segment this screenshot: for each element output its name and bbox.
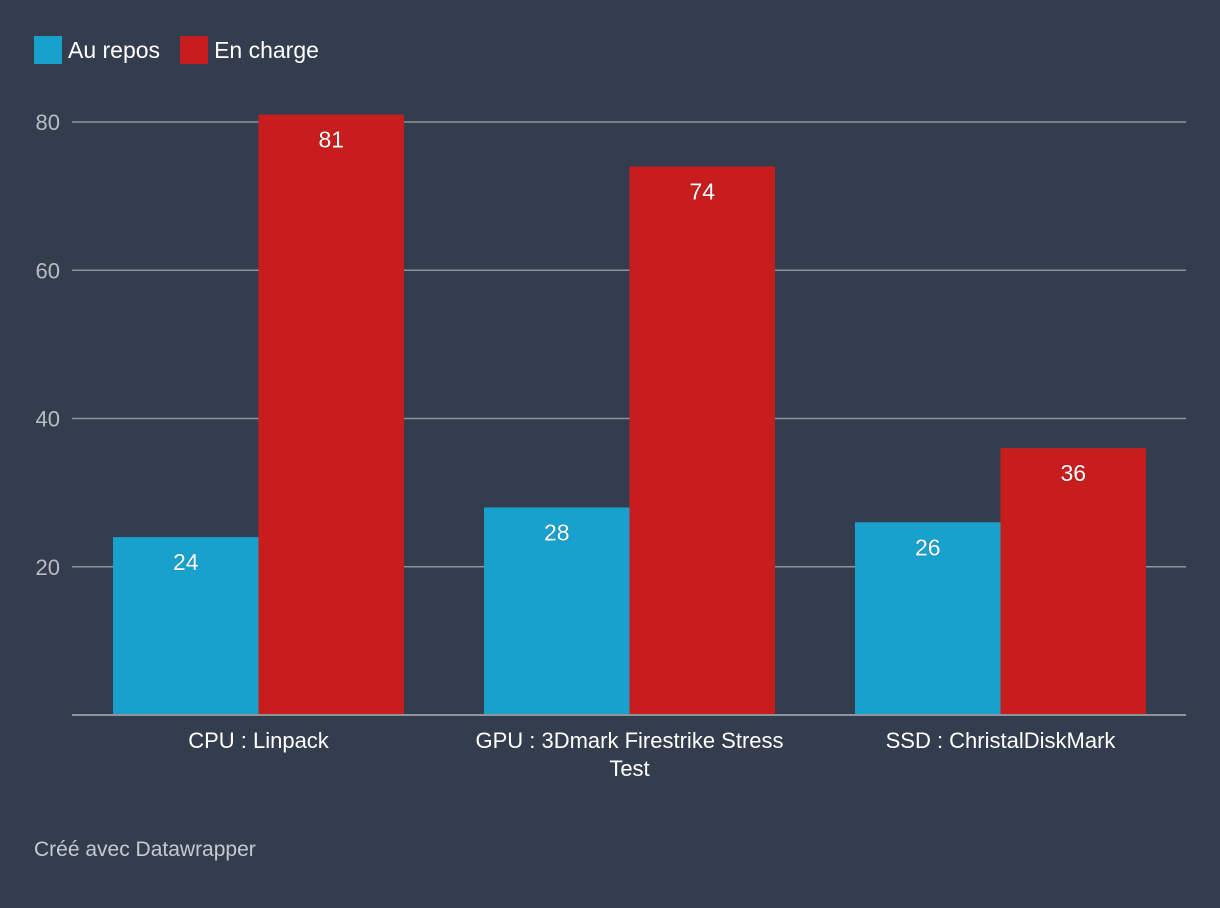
data-label-au-repos-2: 26 [915,534,941,560]
legend-label-au-repos: Au repos [68,36,161,63]
data-label-au-repos-0: 24 [173,549,199,575]
y-tick-label-40: 40 [36,407,60,432]
legend-item-au-repos: Au repos [34,36,160,64]
footer-credit: Créé avec Datawrapper [34,838,256,861]
legend-swatch-au-repos [34,36,62,64]
x-tick-label-1-line-1: Test [609,756,649,781]
data-label-en-charge-2: 36 [1060,460,1086,486]
bar-en-charge-0 [258,114,404,715]
bar-en-charge-1 [629,166,775,716]
bar-au-repos-1 [484,507,630,715]
x-tick-label-0: CPU : Linpack [188,728,330,753]
data-label-en-charge-1: 74 [689,178,715,204]
bar-au-repos-2 [855,522,1001,715]
y-tick-label-20: 20 [36,555,60,580]
legend-item-en-charge: En charge [180,36,319,64]
y-tick-label-80: 80 [36,110,60,135]
y-tick-label-60: 60 [36,258,60,283]
legend: Au repos En charge [34,36,319,64]
data-label-en-charge-0: 81 [318,127,344,153]
x-tick-label-1-line-0: GPU : 3Dmark Firestrike Stress [475,728,783,753]
legend-label-en-charge: En charge [214,36,319,63]
legend-swatch-en-charge [180,36,209,64]
bar-au-repos-0 [113,537,259,715]
bar-en-charge-2 [1000,448,1146,715]
x-tick-label-2: SSD : ChristalDiskMark [886,728,1117,753]
data-label-au-repos-1: 28 [544,519,570,545]
